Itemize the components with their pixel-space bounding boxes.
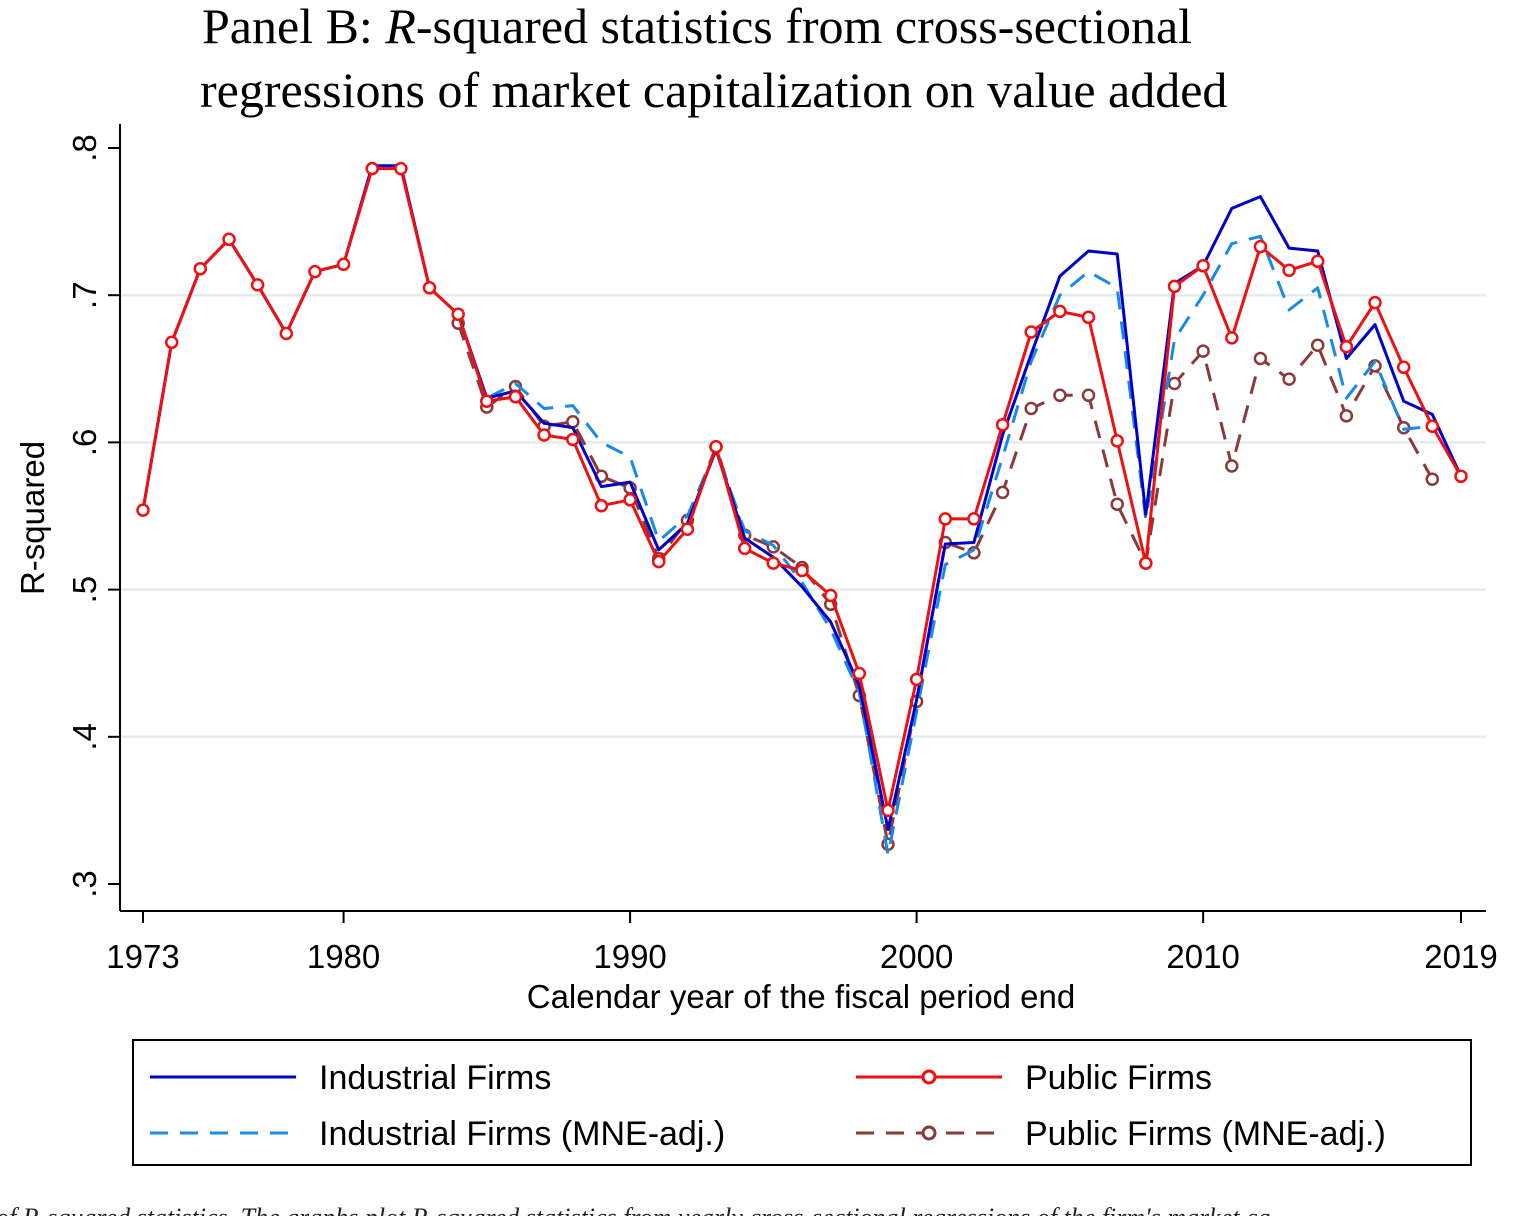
data-point <box>394 161 408 176</box>
series-public-firms-mne-adj <box>451 316 1440 852</box>
data-point <box>823 588 838 603</box>
data-point <box>1196 259 1210 273</box>
data-point <box>222 232 236 247</box>
x-tick-label: 2010 <box>1166 938 1239 975</box>
y-axis-ticks: .3 .4 .5 .6 .7 .8 <box>66 134 120 898</box>
x-tick-label: 2019 <box>1424 938 1497 975</box>
figure-caption: of R-squared statistics. The graphs plot… <box>0 1203 1270 1216</box>
data-point <box>164 335 179 350</box>
data-point <box>1368 295 1382 310</box>
data-point <box>480 394 494 408</box>
data-point <box>136 503 150 517</box>
data-point <box>1081 388 1096 403</box>
data-point <box>594 498 609 513</box>
data-point <box>1053 304 1067 319</box>
data-point <box>737 541 752 556</box>
data-point <box>1110 434 1124 448</box>
data-point <box>566 432 580 447</box>
data-point <box>1282 372 1296 386</box>
data-point <box>193 261 208 276</box>
data-point <box>995 485 1010 500</box>
data-point <box>1310 338 1325 352</box>
x-axis-label: Calendar year of the fiscal period end <box>527 978 1076 1015</box>
legend-item-public-firms: Public Firms <box>856 1059 1212 1097</box>
series-line-public-firms-mne-adj <box>456 322 1434 846</box>
data-point <box>1282 263 1296 277</box>
data-point <box>1310 254 1325 269</box>
data-point <box>1024 401 1038 416</box>
data-point <box>852 666 867 681</box>
x-tick-label: 2000 <box>880 938 953 975</box>
data-point <box>1425 419 1440 433</box>
data-point <box>365 161 379 176</box>
data-point <box>1225 459 1239 473</box>
x-tick-label: 1990 <box>593 938 666 975</box>
x-axis-ticks: 1973 1980 1990 2000 2010 2019 <box>106 911 1498 975</box>
gridlines <box>121 293 1486 739</box>
data-point <box>508 390 523 404</box>
data-point <box>1396 360 1411 375</box>
series-public-firms <box>136 161 1468 818</box>
y-tick-label: .8 <box>66 134 103 162</box>
x-tick-label: 1973 <box>106 938 179 975</box>
data-point <box>1196 344 1210 358</box>
legend-marker-public-firms-mne <box>921 1125 937 1141</box>
data-point <box>1110 497 1124 511</box>
series-layer <box>136 161 1468 857</box>
data-point <box>1339 339 1354 354</box>
series-line-industrial-firms-mne-adj <box>456 234 1433 857</box>
data-point <box>1225 331 1239 345</box>
data-point <box>308 264 322 279</box>
x-tick-label: 1980 <box>307 938 380 975</box>
y-axis-label: R-squared <box>14 441 51 595</box>
data-point <box>1253 351 1268 366</box>
legend-label-public-firms-mne: Public Firms (MNE-adj.) <box>1025 1115 1386 1153</box>
data-point <box>1139 556 1153 570</box>
data-point <box>1454 469 1468 484</box>
legend-item-industrial-firms: Industrial Firms <box>150 1059 551 1097</box>
data-point <box>766 556 781 570</box>
legend-label-public-firms: Public Firms <box>1025 1059 1212 1097</box>
y-tick-label: .3 <box>66 870 103 898</box>
data-point <box>680 522 695 536</box>
legend-marker-public-firms <box>921 1069 937 1085</box>
data-point <box>651 554 666 569</box>
data-point <box>709 440 723 454</box>
legend-item-industrial-firms-mne: Industrial Firms (MNE-adj.) <box>150 1115 725 1153</box>
legend-label-industrial-firms-mne: Industrial Firms (MNE-adj.) <box>319 1115 725 1153</box>
data-point <box>1024 325 1038 339</box>
y-tick-label: .4 <box>66 723 103 751</box>
data-point <box>938 512 953 526</box>
data-point <box>909 672 924 687</box>
data-point <box>623 493 637 507</box>
data-point <box>1425 472 1440 486</box>
data-point <box>451 307 465 322</box>
series-industrial-firms-mne-adj <box>456 234 1433 857</box>
data-point <box>336 257 351 272</box>
y-tick-label: .6 <box>66 429 103 457</box>
data-point <box>1081 310 1096 325</box>
y-tick-label: .5 <box>66 576 103 604</box>
legend-item-public-firms-mne: Public Firms (MNE-adj.) <box>856 1115 1386 1153</box>
data-point <box>537 428 551 442</box>
legend-label-industrial-firms: Industrial Firms <box>319 1059 551 1097</box>
data-point <box>1253 239 1268 254</box>
chart-title-line-2: regressions of market capitalization on … <box>200 62 1227 118</box>
data-point <box>995 417 1010 432</box>
data-point <box>1167 376 1182 391</box>
y-tick-label: .7 <box>66 281 103 309</box>
data-point <box>1339 409 1354 423</box>
data-point <box>250 278 265 292</box>
data-point <box>1053 388 1067 403</box>
data-point <box>279 326 294 341</box>
data-point <box>795 563 809 578</box>
data-point <box>1167 279 1182 294</box>
chart-title-line-1: Panel B: R-squared statistics from cross… <box>202 0 1192 54</box>
data-point <box>967 512 981 526</box>
data-point <box>881 803 895 818</box>
legend-box <box>132 1039 1472 1166</box>
data-point <box>422 281 437 295</box>
